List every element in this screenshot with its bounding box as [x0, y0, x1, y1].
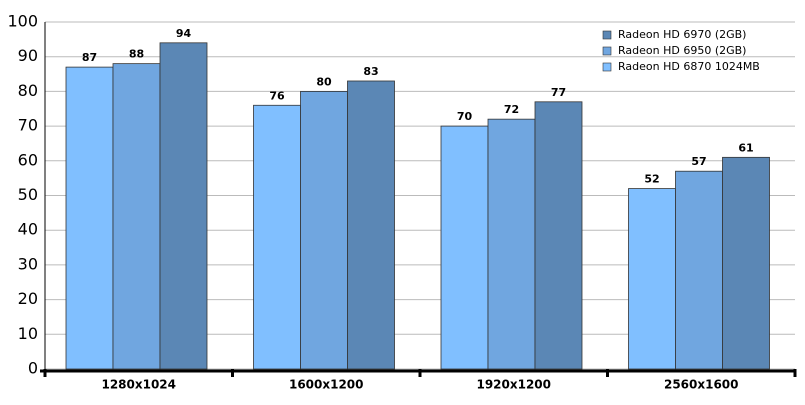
- bar: [628, 188, 676, 370]
- x-tick-label: 1600x1200: [289, 378, 364, 392]
- legend-swatch: [602, 62, 612, 72]
- value-label: 80: [316, 75, 332, 88]
- value-label: 61: [738, 141, 753, 154]
- value-label: 77: [551, 86, 566, 99]
- bar: [300, 91, 348, 370]
- legend-label: Radeon HD 6950 (2GB): [618, 44, 746, 57]
- y-tick-label: 70: [18, 116, 38, 135]
- bar: [675, 170, 723, 370]
- bar: [722, 156, 770, 370]
- legend-swatch: [602, 30, 612, 40]
- value-label: 87: [82, 51, 97, 64]
- bar: [112, 63, 161, 370]
- y-tick-label: 10: [18, 324, 38, 343]
- bar: [534, 101, 583, 370]
- value-label: 83: [363, 65, 378, 78]
- value-label: 70: [457, 110, 473, 123]
- legend-label: Radeon HD 6970 (2GB): [618, 28, 746, 41]
- y-tick-label: 40: [18, 220, 38, 239]
- y-tick-label: 0: [28, 359, 38, 378]
- y-tick-label: 100: [7, 12, 38, 31]
- value-label: 57: [691, 155, 706, 168]
- legend-swatch: [602, 46, 612, 56]
- bar: [487, 118, 536, 370]
- bar: [440, 125, 489, 370]
- y-tick-label: 60: [18, 150, 38, 169]
- value-label: 72: [504, 103, 519, 116]
- bar: [159, 42, 208, 370]
- value-label: 94: [176, 27, 192, 40]
- y-tick-label: 80: [18, 81, 38, 100]
- legend-label: Radeon HD 6870 1024MB: [618, 60, 760, 73]
- value-label: 76: [269, 89, 285, 102]
- y-tick-label: 50: [18, 185, 38, 204]
- y-tick-label: 20: [18, 289, 38, 308]
- x-tick-label: 1920x1200: [476, 378, 551, 392]
- x-tick-label: 1280x1024: [101, 378, 176, 392]
- value-label: 88: [129, 48, 144, 61]
- x-tick-label: 2560x1600: [664, 378, 739, 392]
- y-tick-label: 30: [18, 254, 38, 273]
- y-tick-label: 90: [18, 46, 38, 65]
- bar: [253, 104, 301, 370]
- value-label: 52: [644, 173, 659, 186]
- bar: [65, 66, 114, 370]
- bar: [347, 80, 395, 370]
